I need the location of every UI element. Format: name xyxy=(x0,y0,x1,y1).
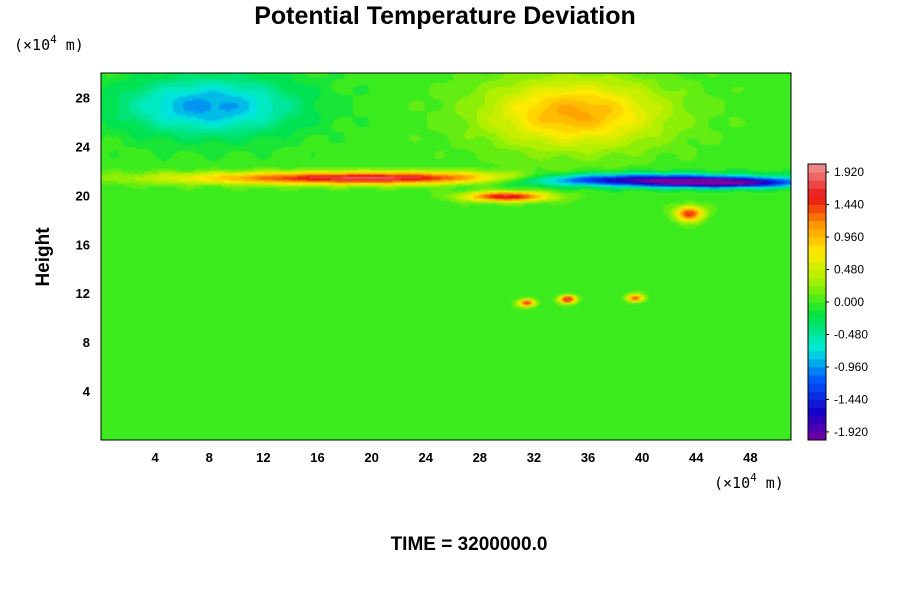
x-tick-label: 36 xyxy=(581,450,595,465)
colorbar-label: -0.960 xyxy=(834,360,868,374)
x-tick-label: 32 xyxy=(527,450,541,465)
colorbar-swatch xyxy=(808,285,826,295)
heatmap-plot-area xyxy=(100,72,792,441)
x-tick-label: 24 xyxy=(418,450,433,465)
x-tick-label: 16 xyxy=(310,450,324,465)
colorbar-swatch xyxy=(808,237,826,246)
colorbar-swatch xyxy=(808,253,826,262)
y-tick-label: 12 xyxy=(76,286,90,301)
colorbar-label: -1.920 xyxy=(834,425,868,439)
time-label: TIME = 3200000.0 xyxy=(391,534,548,555)
colorbar-label: 0.000 xyxy=(834,295,864,309)
colorbar-swatch xyxy=(808,415,826,425)
y-tick-label: 4 xyxy=(83,384,91,399)
colorbar-swatch xyxy=(808,212,826,222)
colorbar-swatch xyxy=(808,318,826,327)
x-tick-label: 12 xyxy=(256,450,270,465)
x-tick-label: 28 xyxy=(473,450,487,465)
colorbar-swatch xyxy=(808,261,826,270)
colorbar-swatch xyxy=(808,407,826,417)
colorbar-swatch xyxy=(808,188,826,197)
y-axis-unit: (×104 m) xyxy=(14,33,84,54)
colorbar-label: 1.440 xyxy=(834,198,864,212)
heatmap-image xyxy=(101,73,791,440)
y-tick-label: 16 xyxy=(76,237,90,252)
chart-title: Potential Temperature Deviation xyxy=(254,2,636,30)
colorbar-swatch xyxy=(808,204,826,214)
colorbar-swatch xyxy=(808,172,826,181)
x-tick-label: 48 xyxy=(743,450,757,465)
colorbar-swatch xyxy=(808,228,826,238)
x-axis-ticks: 4 8 12 16 20 24 28 32 36 40 44 48 xyxy=(152,450,758,465)
y-axis-label: Height xyxy=(33,227,54,287)
colorbar-swatch xyxy=(808,220,826,230)
colorbar-swatch xyxy=(808,350,826,360)
colorbar-swatch xyxy=(808,399,826,408)
colorbar-swatch xyxy=(808,310,826,319)
y-tick-label: 28 xyxy=(76,90,90,105)
x-axis-unit: (×104 m) xyxy=(714,471,784,492)
colorbar-swatch xyxy=(808,196,826,205)
colorbar-swatch xyxy=(808,180,826,189)
colorbar-label: -1.440 xyxy=(834,392,868,406)
y-tick-label: 24 xyxy=(76,139,91,154)
x-tick-label: 44 xyxy=(689,450,704,465)
x-tick-label: 8 xyxy=(206,450,213,465)
colorbar-label: 1.920 xyxy=(834,165,864,179)
colorbar-swatch xyxy=(808,326,826,335)
colorbar-swatch xyxy=(808,423,826,433)
y-axis-ticks: 4 8 12 16 20 24 28 xyxy=(76,90,91,399)
colorbar-swatch xyxy=(808,391,826,400)
colorbar-swatch xyxy=(808,342,826,352)
colorbar-label: 0.480 xyxy=(834,263,864,277)
plot-frame xyxy=(100,72,792,441)
x-tick-label: 40 xyxy=(635,450,649,465)
colorbar-swatch xyxy=(808,431,826,441)
colorbar-swatch xyxy=(808,277,826,287)
colorbar-swatch xyxy=(808,383,826,392)
colorbar-swatch xyxy=(808,358,826,368)
colorbar: 1.920 1.440 0.960 0.480 0.000 -0.480 -0.960 -1.… xyxy=(807,163,868,441)
colorbar-swatch xyxy=(808,375,826,384)
colorbar-swatch xyxy=(808,366,826,376)
colorbar-swatch xyxy=(808,334,826,343)
x-tick-label: 4 xyxy=(152,450,160,465)
y-tick-label: 20 xyxy=(76,188,90,203)
colorbar-swatch xyxy=(808,269,826,279)
y-tick-label: 8 xyxy=(83,335,90,350)
colorbar-swatch xyxy=(808,293,826,303)
colorbar-label: 0.960 xyxy=(834,230,864,244)
colorbar-label: -0.480 xyxy=(834,327,868,341)
colorbar-swatch xyxy=(808,164,826,173)
colorbar-swatch xyxy=(808,302,826,311)
x-tick-label: 20 xyxy=(364,450,378,465)
colorbar-swatch xyxy=(808,245,826,254)
